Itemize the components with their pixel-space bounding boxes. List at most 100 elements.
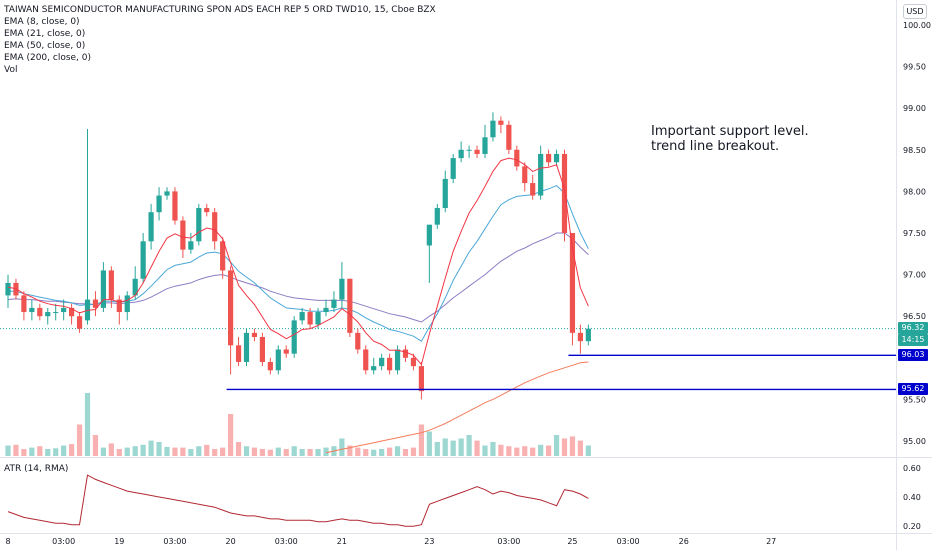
volume-bar [442,438,448,456]
y-tick-label: 95.50 [903,395,926,404]
volume-bar [546,445,552,456]
candle-body [379,357,385,367]
volume-bar [220,447,226,456]
volume-bar [84,393,91,456]
volume-bar [204,444,210,456]
candle-body [569,232,576,333]
volume-bar [92,435,99,456]
volume-bar [275,447,281,456]
y-tick-label: 98.50 [903,146,926,155]
candle-body [283,349,289,354]
candle-body [577,332,583,342]
volume-bar [283,449,289,456]
ema8-line [7,157,589,366]
volume-bar [29,447,35,456]
countdown-tag: 14:15 [898,333,928,346]
candle-body [506,124,512,150]
candle-body [116,299,122,313]
volume-bar [339,438,345,456]
y-tick-label: 96.50 [903,312,926,321]
candle-body [132,278,138,296]
volume-bar [251,447,258,456]
indicator-legend: TAIWAN SEMICONDUCTOR MANUFACTURING SPON … [4,4,436,76]
candle-body [92,299,99,308]
candle-body [299,312,305,321]
atr-pane-title[interactable]: ATR (14, RMA) [4,464,69,474]
candle-body [482,137,488,154]
candle-body [251,332,258,338]
candle-body [522,166,528,184]
candle-body [204,208,210,213]
y-tick-label: 95.00 [903,437,926,446]
candle-body [291,320,297,354]
candle-body [498,120,504,125]
currency-badge[interactable]: USD [903,4,927,19]
volume-bar [450,440,456,456]
volume-bar [180,447,186,456]
volume-bar [45,449,51,456]
volume-bar [156,442,162,456]
candle-body [546,153,552,163]
legend-ema8[interactable]: EMA (8, close, 0) [4,17,80,27]
volume-bar [267,449,273,456]
volume-bar [474,440,480,456]
volume-bar [148,440,154,456]
candle-body [243,332,250,362]
volume-bar [569,436,576,456]
candle-body [561,153,568,233]
volume-bar [466,435,472,456]
candle-body [585,328,591,342]
candle-body [172,191,178,221]
legend-ema21[interactable]: EMA (21, close, 0) [4,29,86,39]
candle-body [474,149,480,154]
volume-bar [61,445,67,456]
volume-bar [482,445,488,456]
last-price-tag: 96.32 [898,321,928,334]
y-tick-label: 98.00 [903,187,926,196]
y-tick-label: 97.00 [903,271,926,280]
volume-bar [498,444,504,456]
volume-bar [164,446,170,456]
candle-body [538,153,544,196]
volume-bar [323,447,329,456]
atr-tick-label: 0.40 [903,493,921,502]
volume-bar [53,448,59,456]
x-tick-label: 03:00 [275,537,298,546]
volume-bar [538,444,544,456]
atr-tick-label: 0.20 [903,522,921,531]
candle-body [140,241,146,279]
volume-bar [394,446,401,456]
candle-body [108,270,114,300]
candle-body [188,241,194,250]
volume-bar [196,446,202,456]
volume-bar [299,449,305,456]
candle-body [100,270,106,308]
candle-body [331,299,337,308]
volume-bar [124,447,130,456]
volume-bar [188,449,194,456]
x-tick-label: 21 [337,537,347,546]
candle-body [29,307,35,313]
volume-bar [553,435,560,456]
annotation-line-2: trend line breakout. [651,139,780,154]
candle-body [228,270,234,346]
annotation-line-1: Important support level. [651,124,809,139]
chart-annotation[interactable]: Important support level. trend line brea… [651,124,809,154]
volume-bar [212,449,218,456]
legend-ema50[interactable]: EMA (50, close, 0) [4,41,86,51]
candle-body [323,307,329,313]
volume-bar [371,449,377,456]
legend-ema200[interactable]: EMA (200, close, 0) [4,53,92,63]
volume-bar [243,446,250,456]
candle-body [410,357,417,367]
atr-line [7,474,589,527]
volume-bar [37,446,43,456]
candle-body [53,312,59,314]
x-tick-label: 25 [567,537,577,546]
candle-body [458,149,464,159]
legend-vol[interactable]: Vol [4,65,18,75]
volume-bar [434,442,440,456]
x-tick-label: 27 [766,537,776,546]
volume-bar [506,446,512,456]
